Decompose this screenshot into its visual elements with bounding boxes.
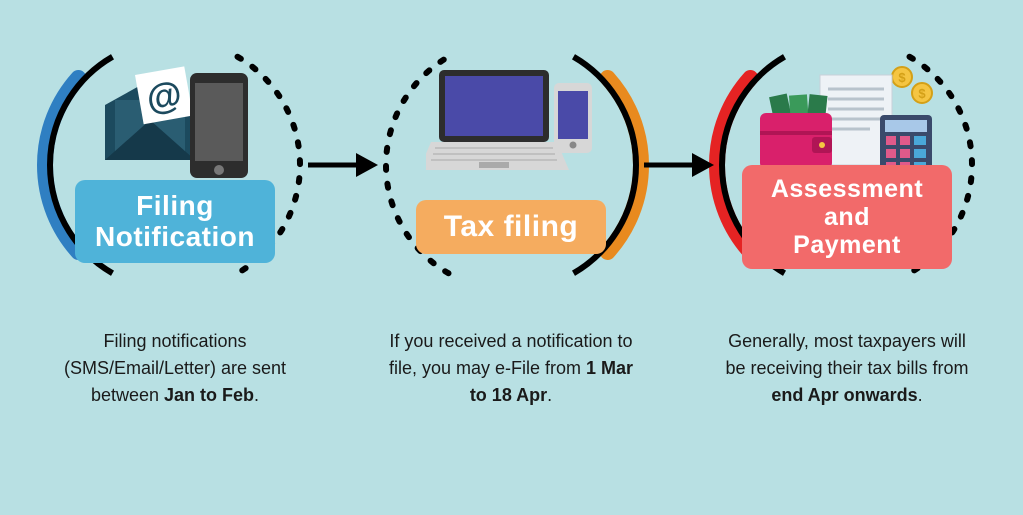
desc-text: . [918, 385, 923, 405]
desc-tax-filing: If you received a notification to file, … [376, 328, 646, 409]
desc-filing-notification: Filing notifications (SMS/Email/Letter) … [40, 328, 310, 409]
label-line: Payment [760, 231, 934, 259]
label-line: Notification [93, 221, 257, 252]
desc-text: Generally, most taxpayers will be receiv… [725, 331, 968, 378]
label-line: Assessment [760, 175, 934, 203]
stage-tax-filing: Tax filing If you received a notification… [376, 30, 646, 409]
desc-text: . [547, 385, 552, 405]
label-filing-notification: FilingNotification [75, 180, 275, 263]
label-line: Filing [93, 190, 257, 221]
desc-bold: end Apr onwards [771, 385, 917, 405]
arrow-icon [308, 150, 378, 180]
svg-text:$: $ [898, 70, 906, 85]
stage-filing-notification: @ FilingNotification Filing notifications… [40, 30, 310, 409]
desc-text: . [254, 385, 259, 405]
label-tax-filing: Tax filing [416, 200, 606, 254]
svg-text:$: $ [918, 86, 926, 101]
circle-filing-notification: @ FilingNotification [40, 30, 310, 300]
circle-tax-filing: Tax filing [376, 30, 646, 300]
arrow-icon [644, 150, 714, 180]
label-line: and [760, 203, 934, 231]
filing-notification-icon: @ [95, 65, 255, 190]
tax-filing-icon [426, 65, 596, 180]
circle-assessment-payment: $ $ [712, 30, 982, 300]
stage-assessment-payment: $ $ [712, 30, 982, 409]
desc-assessment-payment: Generally, most taxpayers will be receiv… [712, 328, 982, 409]
desc-bold: Jan to Feb [164, 385, 254, 405]
svg-text:@: @ [143, 73, 185, 119]
label-assessment-payment: AssessmentandPayment [742, 165, 952, 269]
label-line: Tax filing [434, 210, 588, 244]
